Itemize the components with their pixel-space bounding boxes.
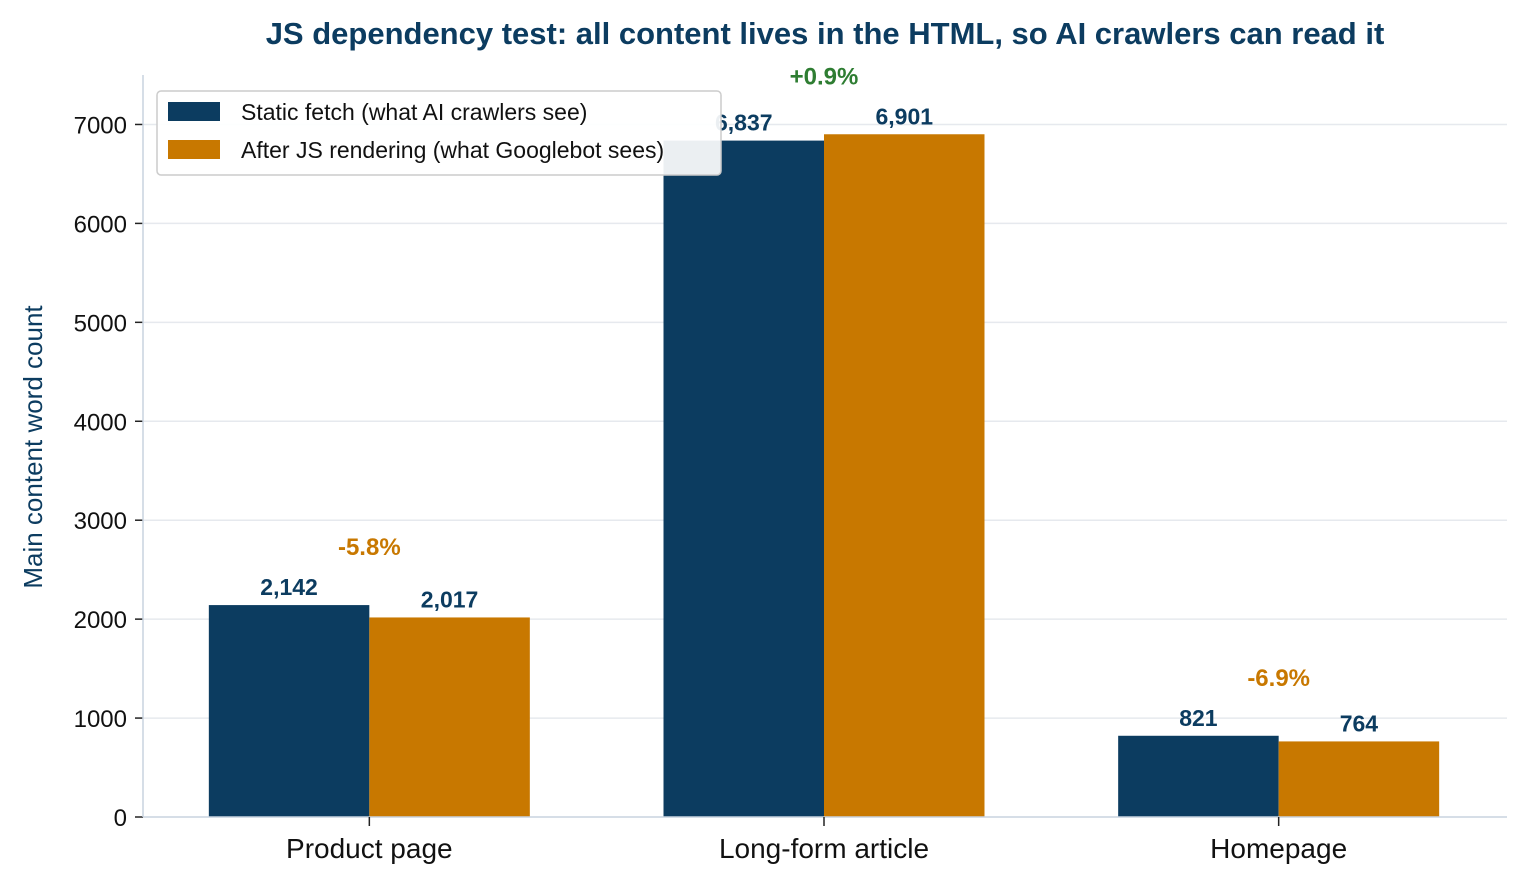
delta-annotation: -6.9% (1247, 665, 1310, 692)
delta-annotation: +0.9% (790, 63, 859, 90)
delta-annotation: -5.8% (338, 534, 401, 561)
legend-entry: After JS rendering (what Googlebot sees) (241, 137, 664, 163)
bar-value-label: 6,837 (715, 110, 773, 136)
legend-swatch (168, 102, 220, 121)
x-tick-label: Product page (286, 833, 453, 864)
y-tick-label: 1000 (74, 706, 127, 733)
bar (1278, 741, 1440, 817)
bars (208, 134, 1440, 818)
y-axis-label: Main content word count (18, 305, 48, 589)
bar-value-label: 764 (1340, 710, 1379, 736)
legend-entry: Static fetch (what AI crawlers see) (241, 99, 587, 125)
y-tick-label: 6000 (74, 211, 127, 238)
bar (824, 134, 985, 818)
bar (208, 605, 370, 817)
y-tick-label: 0 (114, 805, 127, 832)
x-tick-label: Homepage (1210, 833, 1347, 864)
bar-value-label: 2,142 (260, 574, 318, 600)
bar-value-label: 2,017 (421, 586, 479, 612)
y-tick-label: 3000 (74, 508, 127, 535)
chart-title: JS dependency test: all content lives in… (266, 16, 1385, 51)
bar-value-label: 821 (1179, 705, 1218, 731)
bar-value-label: 6,901 (875, 103, 933, 129)
y-tick-label: 2000 (74, 607, 127, 634)
legend-box (156, 90, 722, 176)
axes: 0 1000 2000 3000 4000 5000 6000 7000 Product pag… (74, 75, 1507, 864)
x-tick-label: Long-form article (719, 833, 929, 864)
bar (663, 140, 824, 818)
data-labels: 2,142 2,017 -5.8% 6,837 6,901 +0.9% 821 764 -6.9… (260, 63, 1378, 736)
bar (369, 617, 530, 817)
y-tick-label: 5000 (74, 310, 127, 337)
legend: Static fetch (what AI crawlers see) After… (156, 90, 722, 176)
legend-swatch (168, 140, 220, 159)
y-tick-label: 7000 (74, 112, 127, 139)
bar (1118, 735, 1279, 817)
y-tick-label: 4000 (74, 409, 127, 436)
